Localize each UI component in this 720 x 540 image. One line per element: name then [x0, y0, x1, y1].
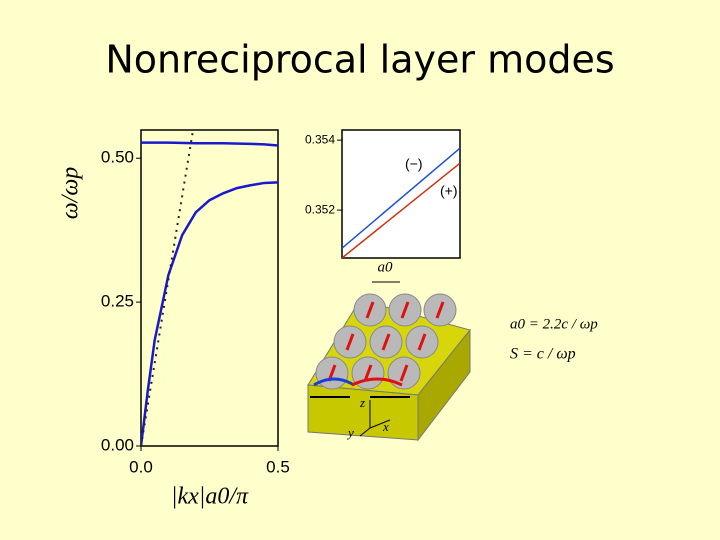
layer-illustration: a0 z y x	[307, 259, 471, 442]
x-tick-label: 0.0	[129, 457, 153, 476]
plot-frame	[140, 129, 279, 447]
spacing-label: a0	[378, 259, 394, 275]
axis-z: z	[359, 395, 365, 410]
y-tick-label: 0.25	[101, 292, 134, 311]
y-tick-label: 0.354	[305, 132, 335, 146]
series-line	[141, 130, 195, 446]
series-line	[342, 147, 460, 249]
slide-title: Nonreciprocal layer modes	[105, 38, 614, 82]
slab-front	[307, 384, 419, 441]
x-axis-label: |kx|a0/π	[171, 484, 249, 510]
series-line	[141, 181, 278, 446]
formula: a0 = 2.2c / ωp	[510, 316, 598, 332]
axis-y: y	[346, 425, 354, 440]
y-tick-label: 0.50	[101, 148, 134, 167]
axis-x: x	[382, 419, 389, 434]
y-axis-label: ω/ωp	[58, 167, 84, 220]
plot-frame	[341, 129, 461, 259]
y-tick-label: 0.352	[305, 202, 335, 216]
slab-side	[417, 328, 471, 442]
formula: S = c / ωp	[510, 346, 576, 363]
series-label: (−)	[405, 156, 423, 172]
y-tick-label: 0.00	[101, 435, 134, 454]
series-line	[141, 141, 278, 147]
series-label: (+)	[440, 183, 458, 199]
x-tick-label: 0.5	[266, 457, 290, 476]
series-line	[342, 162, 460, 258]
